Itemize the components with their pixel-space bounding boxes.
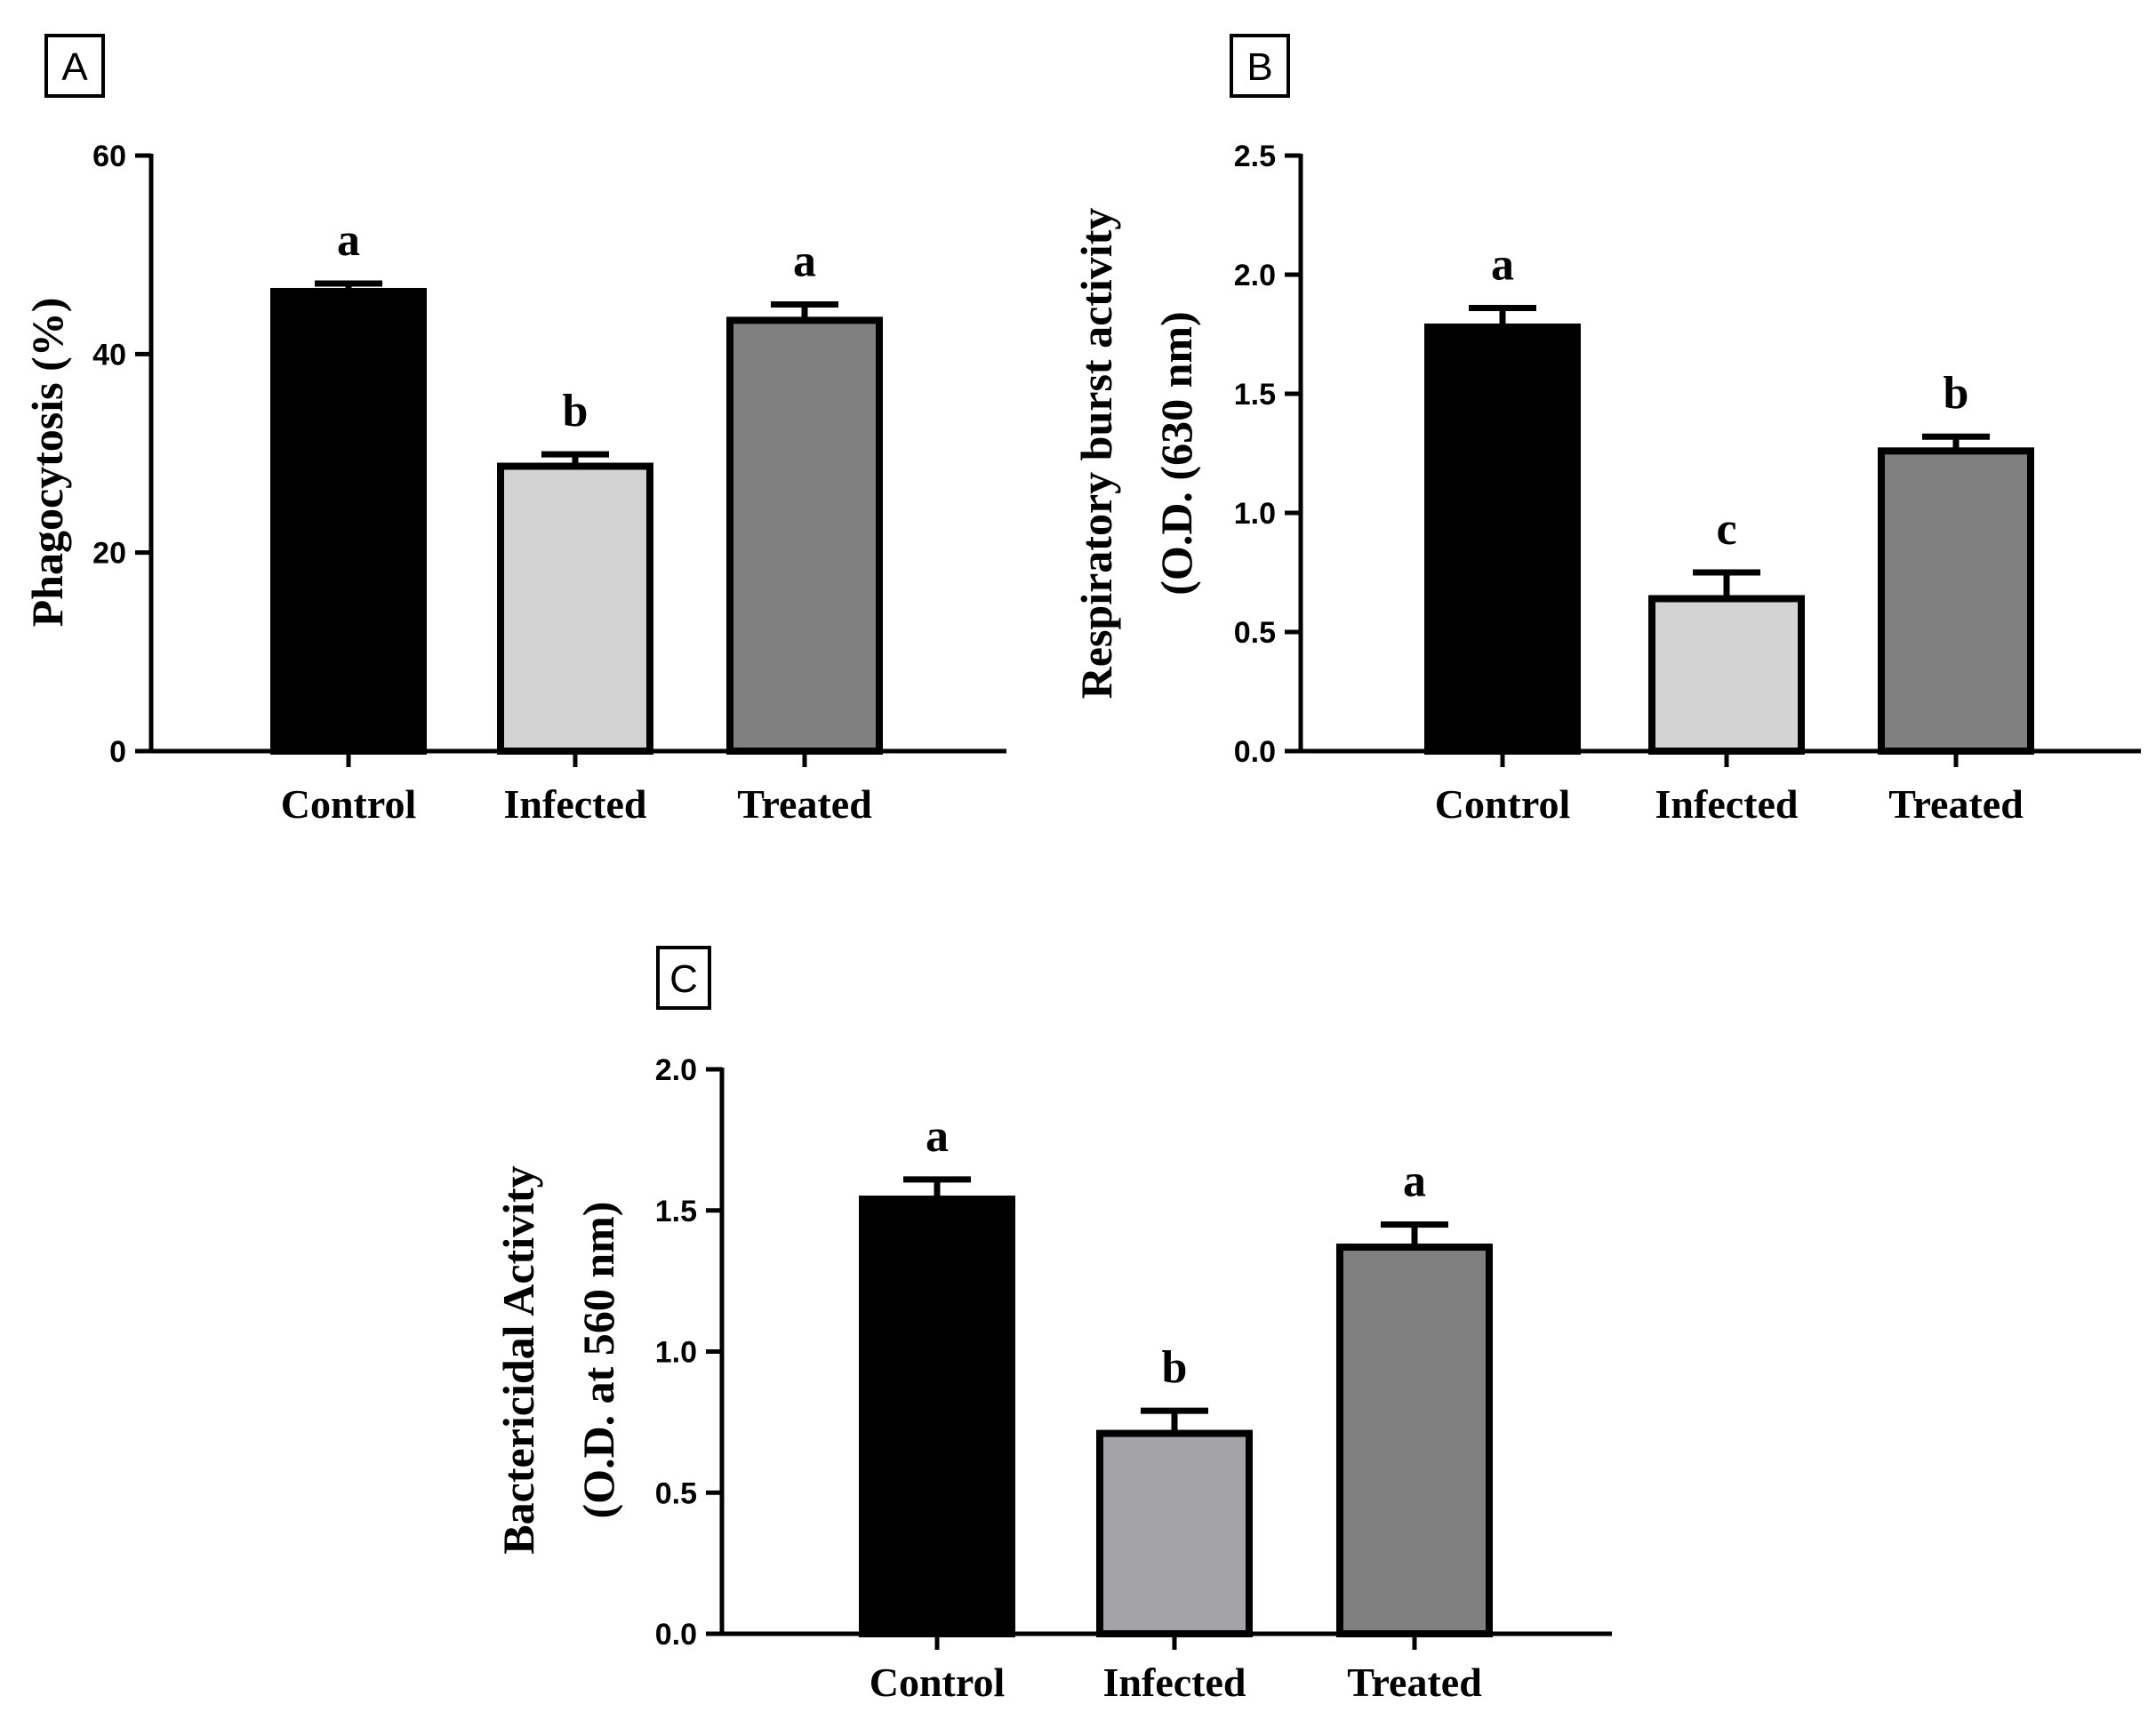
y-axis-title: Bactericidal Activity <box>493 1165 543 1554</box>
panel-a-chart: Aa Control b Infected a Treated 0 20 40 60 Phagocy… <box>22 34 1006 827</box>
error-bar-control <box>903 1176 971 1200</box>
significance-letter-treated: a <box>793 236 816 287</box>
x-tick-label-treated: Treated <box>737 781 872 827</box>
bar-control <box>859 1196 1015 1638</box>
x-tick-label-control: Control <box>870 1660 1006 1705</box>
panel-c-chart: Ca Control b Infected a Treated 0.0 0.5 1.0 1.5 2.… <box>493 946 1612 1705</box>
panel-label: C <box>669 957 698 1001</box>
y-tick-label: 1.0 <box>1234 497 1276 531</box>
error-bar-infected <box>541 451 609 467</box>
y-tick-label: 40 <box>92 338 126 372</box>
y-tick-label: 0.5 <box>1234 616 1276 650</box>
x-tick-label-control: Control <box>281 781 417 827</box>
error-bar-infected <box>1693 569 1760 599</box>
significance-letter-control: a <box>337 215 360 266</box>
y-tick-label: 1.5 <box>1234 378 1276 412</box>
error-bar-infected <box>1141 1407 1208 1434</box>
y-tick-label: 1.5 <box>655 1195 697 1228</box>
error-bar-control <box>315 280 382 292</box>
y-tick-label: 2.5 <box>1234 140 1276 173</box>
panel-b-chart: Ba Control c Infected b Treated 0.0 0.5 1.0 1.5 2.… <box>1071 34 2141 827</box>
y-tick-label: 0.0 <box>1234 735 1276 769</box>
significance-letter-infected: b <box>563 386 589 436</box>
x-tick-label-control: Control <box>1435 781 1571 827</box>
bar-treated <box>1878 447 2034 755</box>
panel-label: B <box>1246 45 1272 89</box>
error-bar-treated <box>1922 433 1990 452</box>
significance-letter-control: a <box>926 1111 949 1162</box>
significance-letter-treated: b <box>1944 368 1969 419</box>
x-tick-label-infected: Infected <box>504 781 647 827</box>
y-axis-title: (O.D. (630 nm) <box>1151 311 1201 595</box>
bar-treated <box>1336 1244 1493 1638</box>
bar-control <box>270 287 427 755</box>
bar-infected <box>1648 595 1805 755</box>
bar-control <box>1424 323 1581 755</box>
x-tick-label-treated: Treated <box>1888 781 2024 827</box>
significance-letter-infected: b <box>1162 1342 1188 1393</box>
panel-label-box <box>1230 34 1290 98</box>
y-tick-label: 2.0 <box>1234 259 1276 292</box>
y-axis-title: Phagocytosis (%) <box>22 298 72 628</box>
x-tick-label-infected: Infected <box>1103 1660 1246 1705</box>
x-tick-label-infected: Infected <box>1655 781 1799 827</box>
significance-letter-control: a <box>1491 240 1514 291</box>
y-tick-label: 20 <box>92 537 126 571</box>
y-axis-title: Respiratory burst activity <box>1071 208 1121 700</box>
significance-letter-treated: a <box>1403 1156 1426 1207</box>
bar-treated <box>726 316 883 755</box>
y-tick-label: 0.5 <box>655 1476 697 1510</box>
significance-letter-infected: c <box>1716 504 1736 555</box>
y-tick-label: 0.0 <box>655 1618 697 1652</box>
y-tick-label: 1.0 <box>655 1336 697 1370</box>
panel-label-box <box>44 34 105 98</box>
x-tick-label-treated: Treated <box>1347 1660 1482 1705</box>
y-tick-label: 2.0 <box>655 1053 697 1087</box>
error-bar-control <box>1469 305 1536 327</box>
y-tick-label: 0 <box>109 735 126 769</box>
bar-infected <box>497 462 653 755</box>
y-axis-title: (O.D. at 560 nm) <box>573 1202 623 1519</box>
error-bar-treated <box>1381 1221 1448 1248</box>
bar-infected <box>1096 1429 1253 1637</box>
error-bar-treated <box>771 301 838 321</box>
panel-label: A <box>61 45 88 89</box>
panel-label-box <box>656 946 711 1010</box>
y-tick-label: 60 <box>92 140 126 173</box>
